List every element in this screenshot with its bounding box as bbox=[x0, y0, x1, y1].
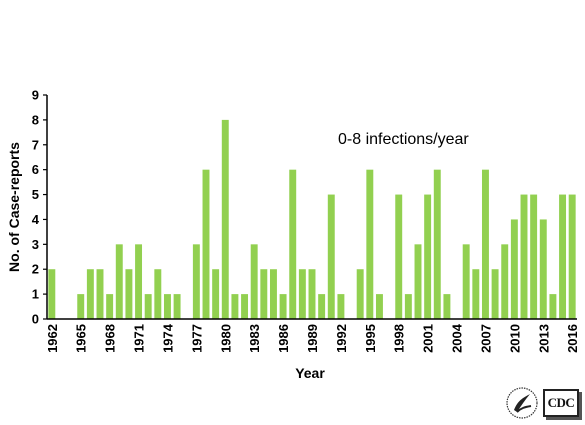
x-tick-label: 1995 bbox=[363, 324, 378, 353]
bar-1970 bbox=[125, 269, 133, 319]
x-tick-label: 1971 bbox=[132, 324, 147, 353]
bar-1978 bbox=[202, 169, 210, 319]
bar-1979 bbox=[212, 269, 220, 319]
x-tick-label: 1974 bbox=[160, 323, 175, 353]
bar-2001 bbox=[424, 194, 432, 319]
bar-1972 bbox=[144, 294, 152, 319]
bar-1981 bbox=[231, 294, 239, 319]
bar-2015 bbox=[559, 194, 567, 319]
bar-1989 bbox=[308, 269, 316, 319]
y-tick-label: 8 bbox=[32, 112, 39, 127]
bar-1968 bbox=[106, 294, 114, 319]
x-tick-label: 2004 bbox=[450, 323, 465, 353]
bar-2016 bbox=[568, 194, 576, 319]
x-tick-label: 2001 bbox=[421, 324, 436, 353]
y-tick-label: 4 bbox=[32, 212, 40, 227]
chart-annotation: 0-8 infections/year bbox=[338, 131, 469, 148]
bar-1991 bbox=[327, 194, 335, 319]
bar-1966 bbox=[86, 269, 94, 319]
bar-2012 bbox=[530, 194, 538, 319]
x-tick-label: 1968 bbox=[103, 324, 118, 353]
bar-1974 bbox=[163, 294, 171, 319]
x-tick-label: 1962 bbox=[45, 324, 60, 353]
bar-1990 bbox=[318, 294, 326, 319]
bar-2008 bbox=[491, 269, 499, 319]
x-tick-label: 2013 bbox=[536, 324, 551, 353]
bar-1965 bbox=[77, 294, 85, 319]
bar-2002 bbox=[433, 169, 441, 319]
x-tick-label: 1977 bbox=[189, 324, 204, 353]
bar-2006 bbox=[472, 269, 480, 319]
x-tick-label: 2010 bbox=[507, 324, 522, 353]
x-tick-label: 1986 bbox=[276, 324, 291, 353]
bar-1967 bbox=[96, 269, 104, 319]
bar-2007 bbox=[481, 169, 489, 319]
bar-2010 bbox=[510, 219, 518, 319]
y-tick-label: 0 bbox=[32, 312, 39, 327]
bar-1987 bbox=[289, 169, 297, 319]
x-tick-label: 1965 bbox=[74, 324, 89, 353]
bar-1969 bbox=[115, 244, 123, 319]
bar-1977 bbox=[192, 244, 200, 319]
y-axis-title: No. of Case-reports bbox=[6, 142, 22, 272]
y-tick-label: 5 bbox=[32, 187, 39, 202]
cdc-logo: CDC bbox=[543, 389, 579, 417]
hhs-seal-icon bbox=[506, 387, 538, 419]
agency-logos: CDC bbox=[505, 386, 582, 420]
bar-1998 bbox=[395, 194, 403, 319]
bar-2000 bbox=[414, 244, 422, 319]
x-axis-title: Year bbox=[295, 365, 325, 381]
bar-1988 bbox=[298, 269, 306, 319]
y-tick-label: 9 bbox=[32, 88, 39, 103]
bar-1994 bbox=[356, 269, 364, 319]
x-tick-label: 1998 bbox=[392, 324, 407, 353]
bar-1983 bbox=[250, 244, 258, 319]
bar-1975 bbox=[173, 294, 181, 319]
x-tick-label: 2016 bbox=[565, 324, 580, 353]
y-tick-label: 7 bbox=[32, 137, 39, 152]
bar-1962 bbox=[48, 269, 56, 319]
y-tick-label: 3 bbox=[32, 237, 39, 252]
x-tick-label: 1989 bbox=[305, 324, 320, 353]
bar-1982 bbox=[241, 294, 249, 319]
bar-2014 bbox=[549, 294, 557, 319]
y-tick-label: 6 bbox=[32, 162, 39, 177]
bar-1980 bbox=[221, 119, 229, 319]
bar-1996 bbox=[375, 294, 383, 319]
bar-2005 bbox=[462, 244, 470, 319]
x-axis-ticks: 1962 1965 1968 1971 1974 1977 1980 1983 1986 1989… bbox=[45, 323, 580, 353]
y-tick-label: 1 bbox=[32, 287, 39, 302]
bar-1985 bbox=[269, 269, 277, 319]
bars bbox=[48, 119, 576, 319]
x-tick-label: 1983 bbox=[247, 324, 262, 353]
x-tick-label: 1980 bbox=[218, 324, 233, 353]
bar-2003 bbox=[443, 294, 451, 319]
bar-1986 bbox=[279, 294, 287, 319]
x-tick-label: 2007 bbox=[478, 324, 493, 353]
bar-2013 bbox=[539, 219, 547, 319]
y-axis-ticks: 0 1 2 3 4 5 6 7 8 9 bbox=[32, 88, 47, 327]
bar-1971 bbox=[135, 244, 143, 319]
bar-1984 bbox=[260, 269, 268, 319]
bar-2011 bbox=[520, 194, 528, 319]
y-tick-label: 2 bbox=[32, 262, 39, 277]
x-tick-label: 1992 bbox=[334, 324, 349, 353]
bar-2009 bbox=[501, 244, 509, 319]
bar-1973 bbox=[154, 269, 162, 319]
bar-1992 bbox=[337, 294, 345, 319]
bar-1999 bbox=[404, 294, 412, 319]
bar-1995 bbox=[366, 169, 374, 319]
